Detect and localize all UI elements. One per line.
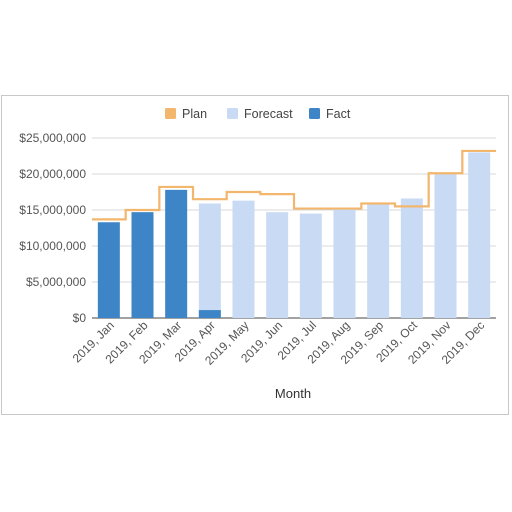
chart-frame: $0 $5,000,000 $10,000,000 $15,000,000 $20,00… bbox=[1, 95, 509, 415]
legend-label-plan: Plan bbox=[182, 107, 207, 121]
plan-step-line bbox=[92, 149, 496, 221]
legend-label-fact: Fact bbox=[326, 107, 351, 121]
fact-bar bbox=[131, 212, 154, 318]
forecast-bar bbox=[400, 198, 423, 318]
y-tick-label: $15,000,000 bbox=[19, 203, 86, 217]
y-tick-label: $5,000,000 bbox=[26, 275, 86, 289]
forecast-bar bbox=[299, 213, 322, 318]
legend-label-forecast: Forecast bbox=[244, 107, 293, 121]
forecast-bar bbox=[367, 204, 390, 318]
y-tick-label: $25,000,000 bbox=[19, 131, 86, 145]
bars bbox=[97, 152, 491, 318]
legend-swatch-plan bbox=[165, 108, 176, 119]
legend-swatch-forecast bbox=[227, 108, 238, 119]
fact-bar bbox=[198, 310, 221, 318]
forecast-bar bbox=[468, 152, 491, 318]
forecast-bar bbox=[434, 174, 457, 318]
y-axis: $0 $5,000,000 $10,000,000 $15,000,000 $20,00… bbox=[19, 131, 86, 325]
fact-bar bbox=[165, 189, 188, 318]
plan-line bbox=[92, 149, 496, 221]
legend-swatch-fact bbox=[309, 108, 320, 119]
forecast-bar bbox=[232, 200, 255, 318]
forecast-bar bbox=[266, 212, 289, 318]
forecast-bar bbox=[198, 203, 221, 318]
y-tick-label: $0 bbox=[73, 311, 87, 325]
y-tick-label: $20,000,000 bbox=[19, 167, 86, 181]
y-tick-label: $10,000,000 bbox=[19, 239, 86, 253]
x-axis-label: Month bbox=[275, 386, 311, 401]
forecast-bar bbox=[333, 207, 356, 318]
combo-chart: $0 $5,000,000 $10,000,000 $15,000,000 $20,00… bbox=[19, 107, 496, 401]
fact-bar bbox=[97, 222, 120, 318]
legend: Plan Forecast Fact bbox=[165, 107, 351, 121]
